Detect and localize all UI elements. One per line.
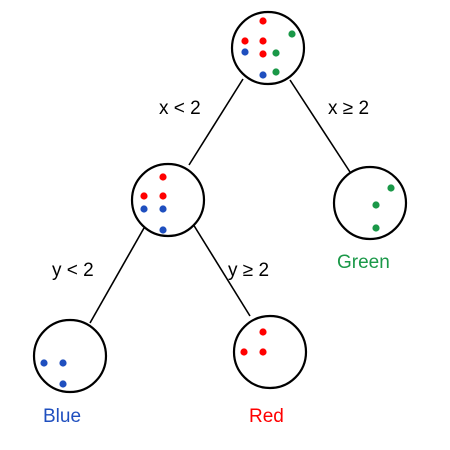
edge-root-right [289, 79, 351, 173]
green-data-point [288, 30, 296, 38]
left-right-node [232, 314, 308, 390]
red-data-point [159, 173, 167, 181]
split-label-y-ge-2: y ≥ 2 [228, 260, 269, 281]
green-data-point [387, 184, 395, 192]
red-data-point [259, 17, 267, 25]
blue-data-point [59, 380, 67, 388]
leaf-label-blue: Blue [43, 406, 81, 427]
blue-data-point [259, 71, 267, 79]
green-data-point [372, 224, 380, 232]
red-data-point [259, 50, 267, 58]
right-node [332, 165, 408, 241]
leaf-label-red: Red [249, 406, 284, 427]
left-node-points [140, 173, 167, 234]
left-left-node-points [40, 359, 67, 388]
blue-data-point [40, 359, 48, 367]
red-data-point [259, 348, 267, 356]
blue-data-point [241, 48, 249, 56]
red-data-point [240, 348, 248, 356]
green-data-point [272, 49, 280, 57]
red-data-point [241, 37, 249, 45]
root-node-points [241, 17, 296, 79]
blue-data-point [140, 205, 148, 213]
right-node-points [372, 184, 395, 232]
red-data-point [140, 192, 148, 200]
blue-data-point [159, 205, 167, 213]
blue-data-point [59, 359, 67, 367]
leaf-label-green: Green [337, 252, 390, 273]
green-data-point [272, 68, 280, 76]
red-data-point [159, 192, 167, 200]
left-right-node-points [240, 328, 267, 356]
split-label-y-lt-2: y < 2 [52, 260, 94, 281]
blue-data-point [159, 226, 167, 234]
split-label-x-ge-2: x ≥ 2 [328, 98, 369, 119]
edge-left-leftleft [89, 227, 145, 324]
green-data-point [372, 201, 380, 209]
split-label-x-lt-2: x < 2 [159, 98, 201, 119]
edge-root-left [188, 78, 244, 166]
left-left-node [32, 318, 108, 394]
left-node [130, 162, 206, 238]
root-node [230, 10, 306, 86]
red-data-point [259, 328, 267, 336]
red-data-point [259, 37, 267, 45]
edge-left-leftright [192, 223, 251, 317]
